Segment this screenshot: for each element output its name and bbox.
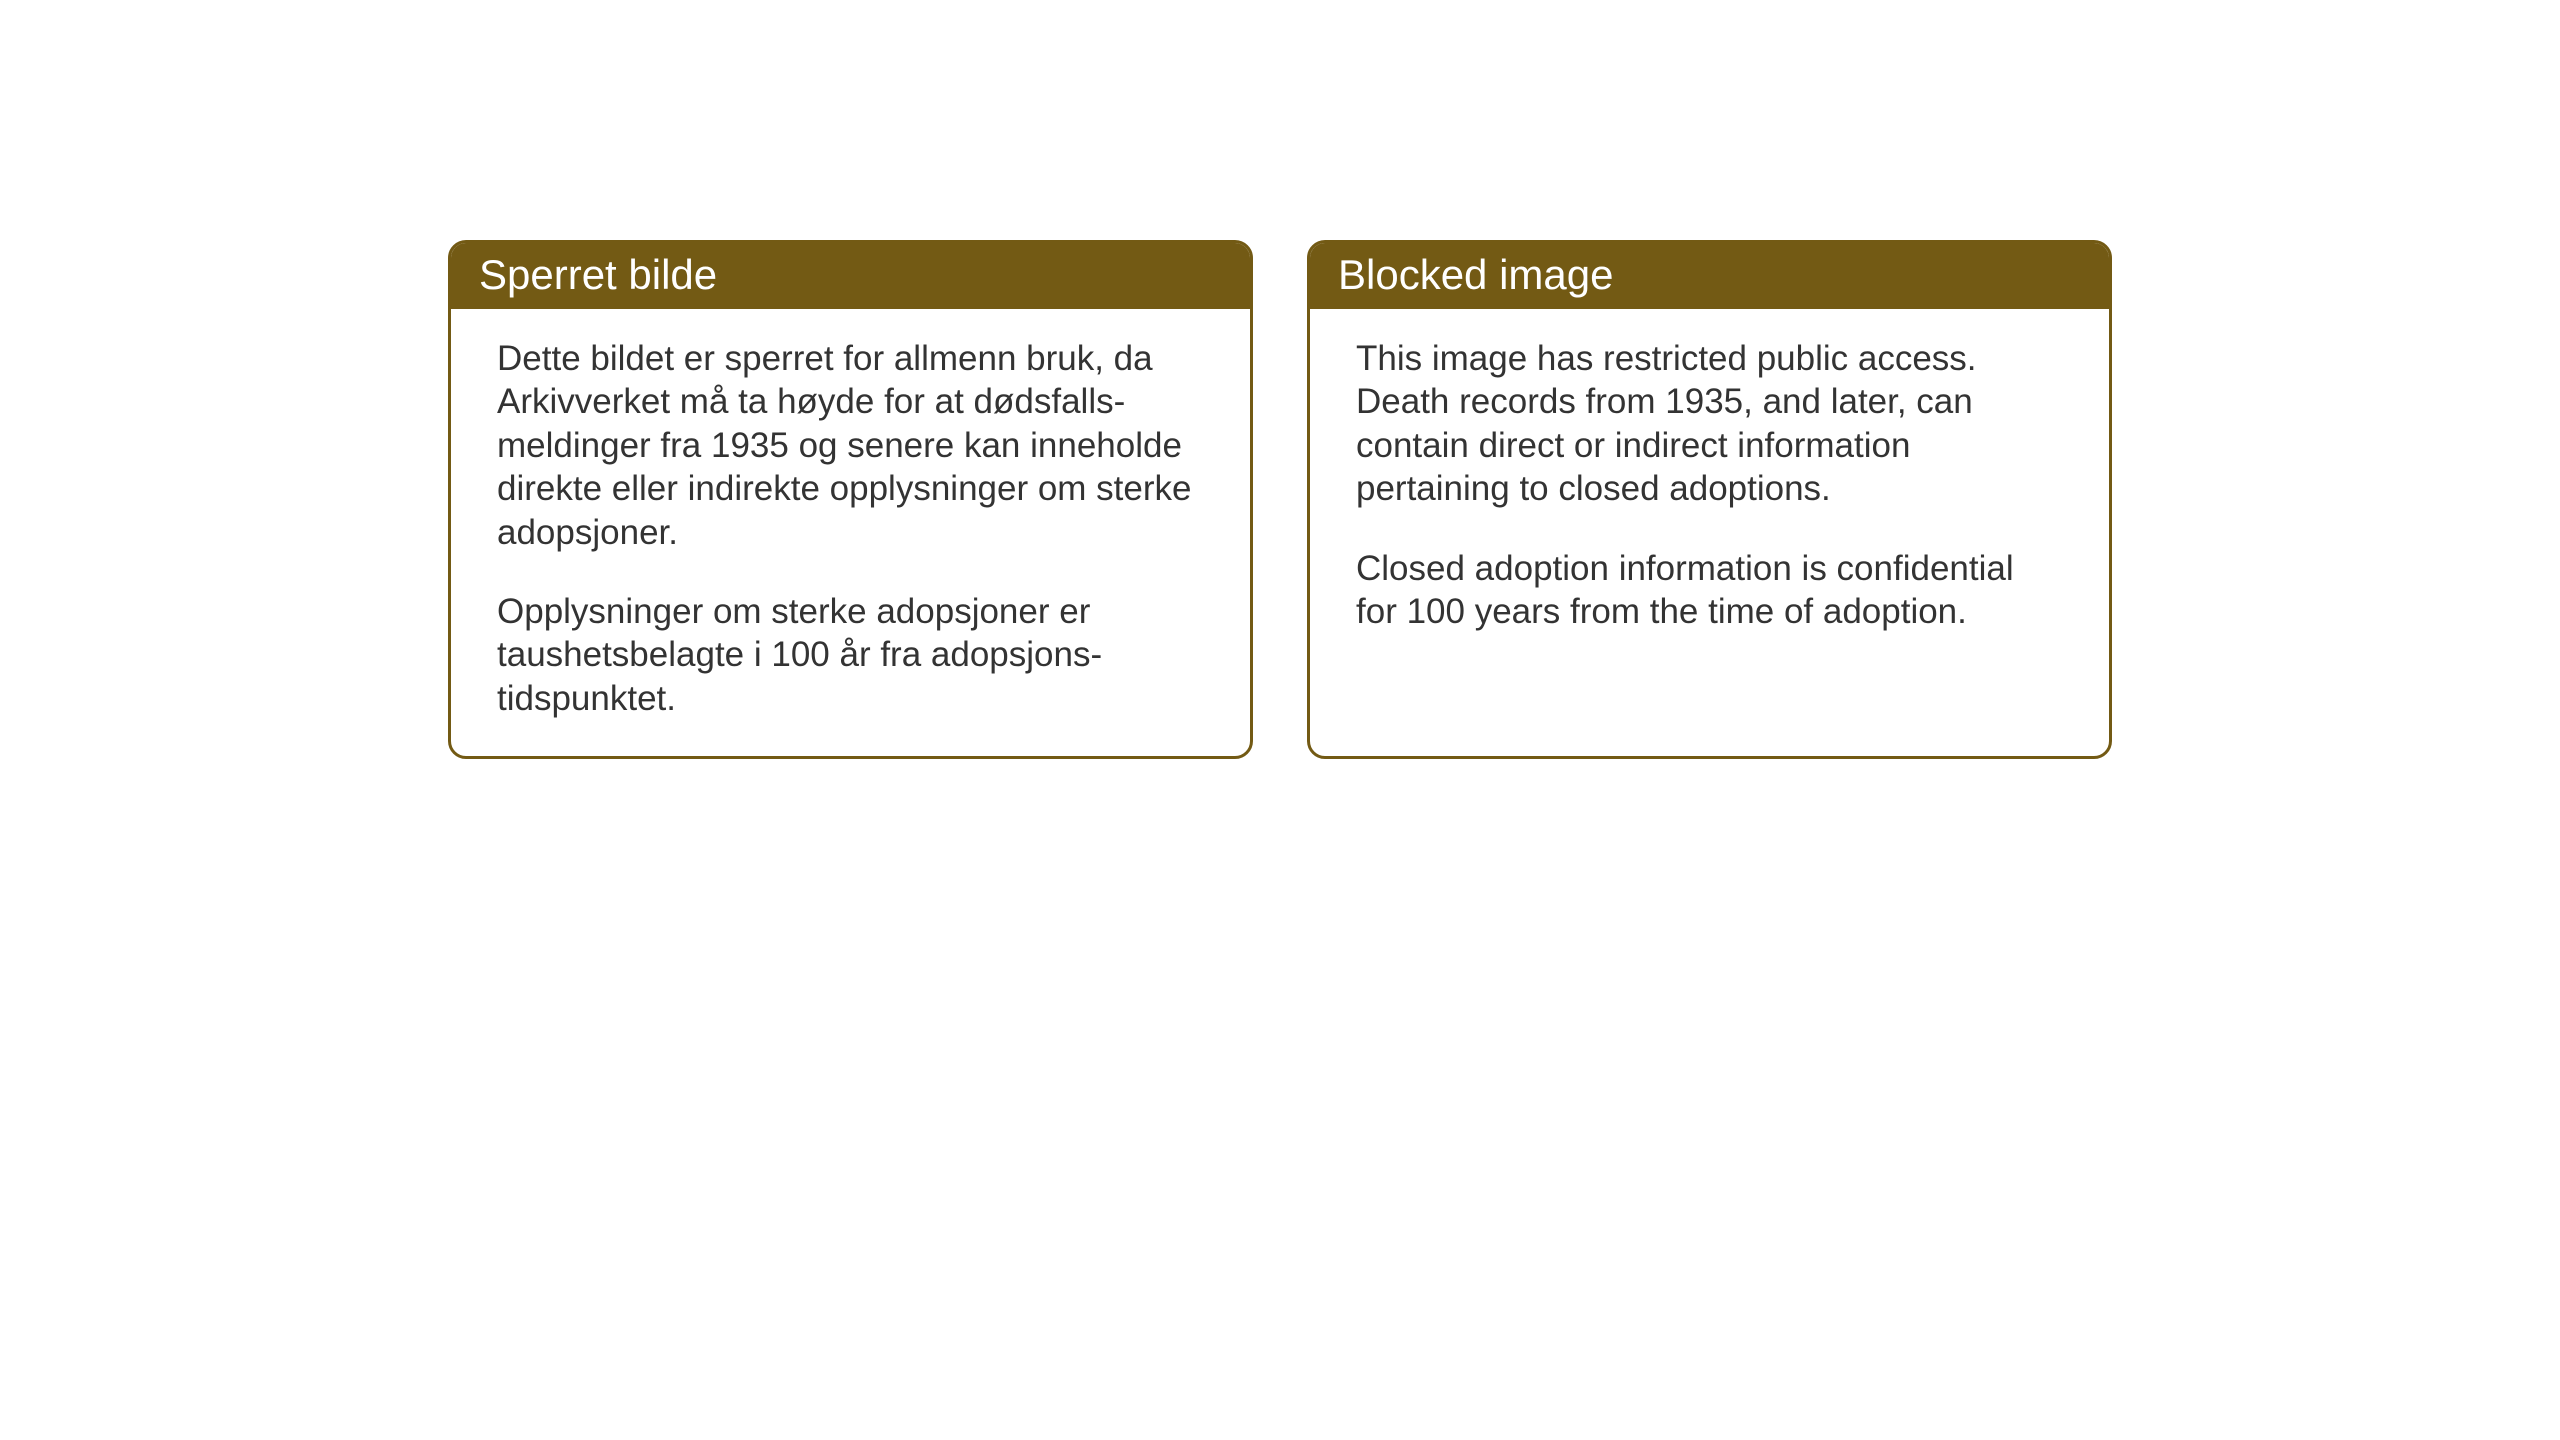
card-title-english: Blocked image — [1338, 251, 1613, 298]
card-title-norwegian: Sperret bilde — [479, 251, 717, 298]
card-paragraph-2-norwegian: Opplysninger om sterke adopsjoner er tau… — [497, 590, 1204, 720]
card-header-english: Blocked image — [1310, 243, 2109, 309]
card-paragraph-1-norwegian: Dette bildet er sperret for allmenn bruk… — [497, 337, 1204, 554]
blocked-image-card-norwegian: Sperret bilde Dette bildet er sperret fo… — [448, 240, 1253, 759]
card-header-norwegian: Sperret bilde — [451, 243, 1250, 309]
card-paragraph-2-english: Closed adoption information is confident… — [1356, 547, 2063, 634]
card-body-norwegian: Dette bildet er sperret for allmenn bruk… — [451, 309, 1250, 756]
card-body-english: This image has restricted public access.… — [1310, 309, 2109, 669]
notice-cards-container: Sperret bilde Dette bildet er sperret fo… — [448, 240, 2112, 759]
blocked-image-card-english: Blocked image This image has restricted … — [1307, 240, 2112, 759]
card-paragraph-1-english: This image has restricted public access.… — [1356, 337, 2063, 511]
